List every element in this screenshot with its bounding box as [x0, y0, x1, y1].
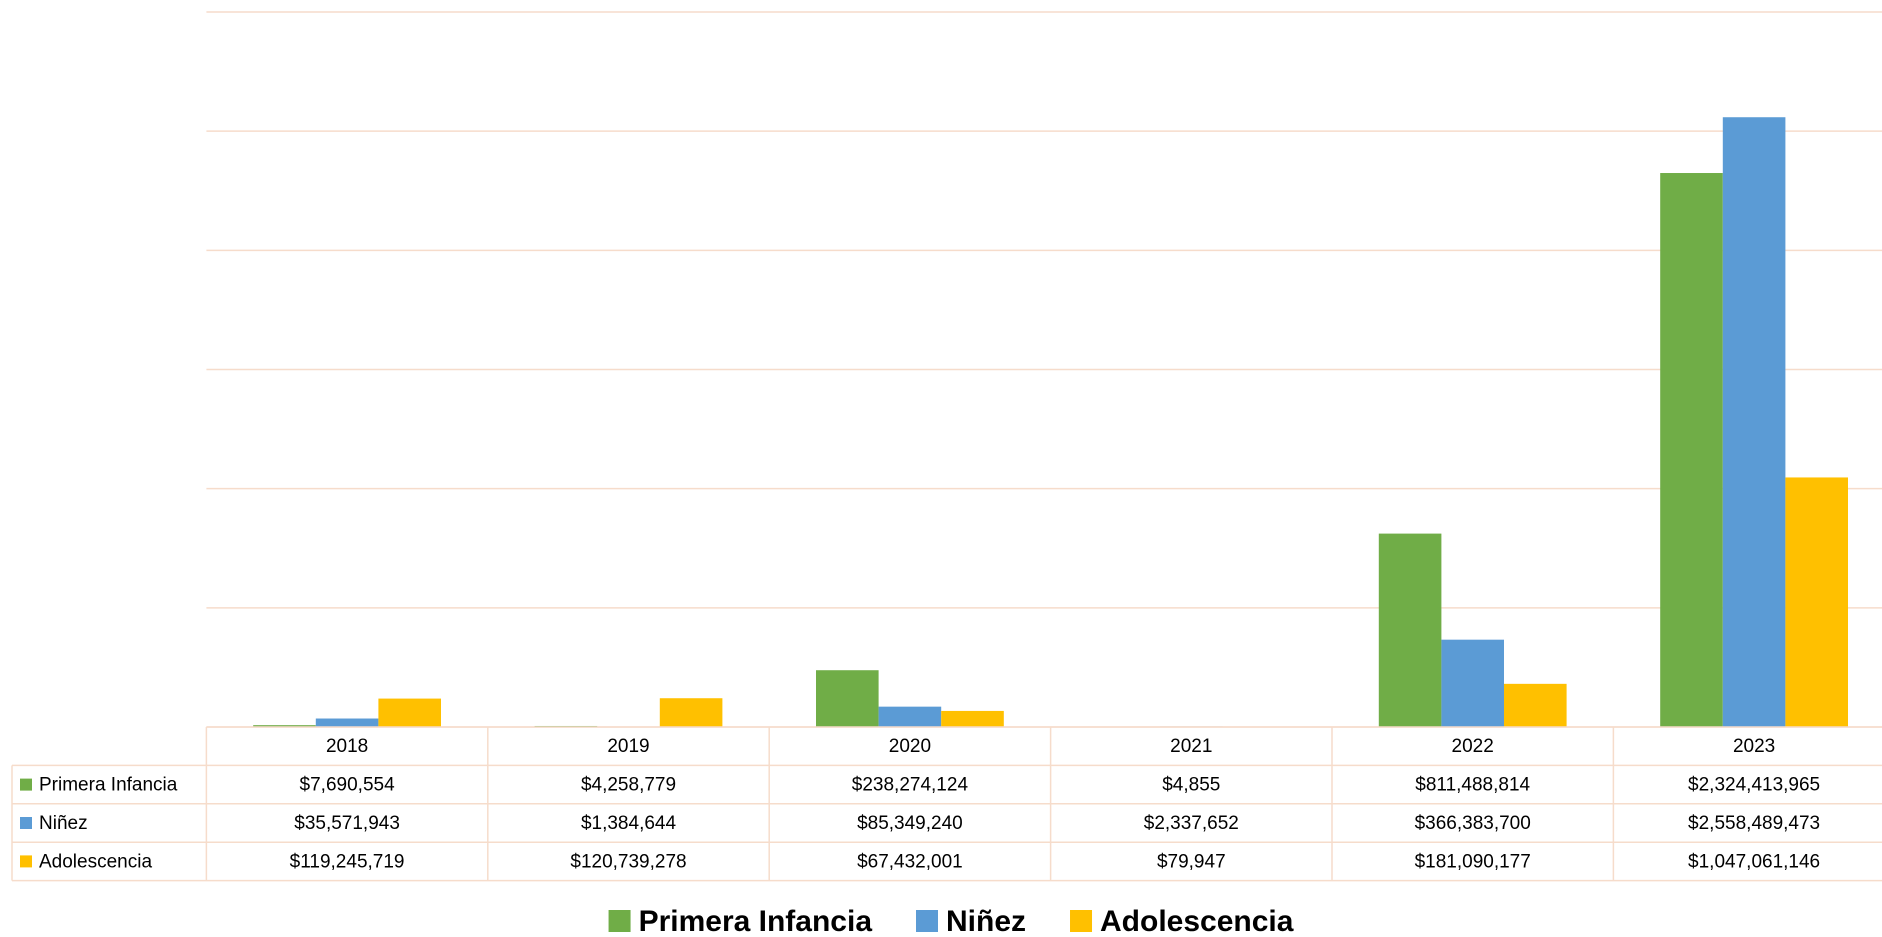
table-value: $2,337,652	[1144, 813, 1239, 834]
table-value: $7,690,554	[300, 775, 396, 796]
table-value: $2,558,489,473	[1688, 813, 1820, 834]
table-value: $4,258,779	[581, 775, 676, 796]
table-value: $35,571,943	[294, 813, 400, 834]
x-tick-label: 2022	[1452, 736, 1494, 757]
legend-label: Niñez	[946, 905, 1026, 937]
bar	[1441, 639, 1504, 727]
table-value: $85,349,240	[857, 813, 963, 834]
table-value: $120,739,278	[570, 851, 686, 872]
bar	[659, 698, 723, 727]
bar	[941, 710, 1004, 727]
table-series-name: Adolescencia	[39, 851, 152, 872]
table-value: $119,245,719	[290, 851, 405, 872]
bar	[816, 670, 879, 727]
bar	[1504, 683, 1567, 727]
bar	[1660, 173, 1723, 728]
bar	[315, 718, 379, 727]
bar	[1722, 117, 1786, 727]
table-series-name: Niñez	[39, 813, 88, 834]
table-value: $4,855	[1162, 775, 1220, 796]
legend-key	[1070, 910, 1093, 932]
table-value: $1,384,644	[581, 813, 677, 834]
table-value: $366,383,700	[1415, 813, 1531, 834]
table-value: $811,488,814	[1415, 775, 1530, 796]
bar	[878, 706, 942, 727]
table-legend-key	[20, 817, 32, 829]
table-value: $79,947	[1157, 851, 1226, 872]
x-tick-label: 2018	[326, 736, 368, 757]
table-value: $238,274,124	[852, 775, 969, 796]
table-value: $1,047,061,146	[1688, 851, 1820, 872]
legend-label: Primera Infancia	[639, 905, 873, 937]
bar	[1785, 477, 1848, 727]
table-legend-key	[20, 778, 32, 791]
table-value: $67,432,001	[857, 851, 963, 872]
x-tick-label: 2021	[1170, 736, 1212, 757]
table-value: $181,090,177	[1415, 851, 1531, 872]
x-tick-label: 2023	[1733, 736, 1775, 757]
table-legend-key	[20, 855, 32, 868]
x-tick-label: 2020	[889, 736, 931, 757]
table-value: $2,324,413,965	[1688, 775, 1820, 796]
bar	[1378, 533, 1442, 727]
bar	[253, 725, 316, 727]
legend-key	[608, 910, 631, 932]
legend-label: Adolescencia	[1100, 905, 1294, 937]
table-series-name: Primera Infancia	[39, 775, 178, 796]
x-tick-label: 2019	[607, 736, 649, 757]
legend-key	[916, 910, 938, 932]
bar	[378, 698, 441, 727]
